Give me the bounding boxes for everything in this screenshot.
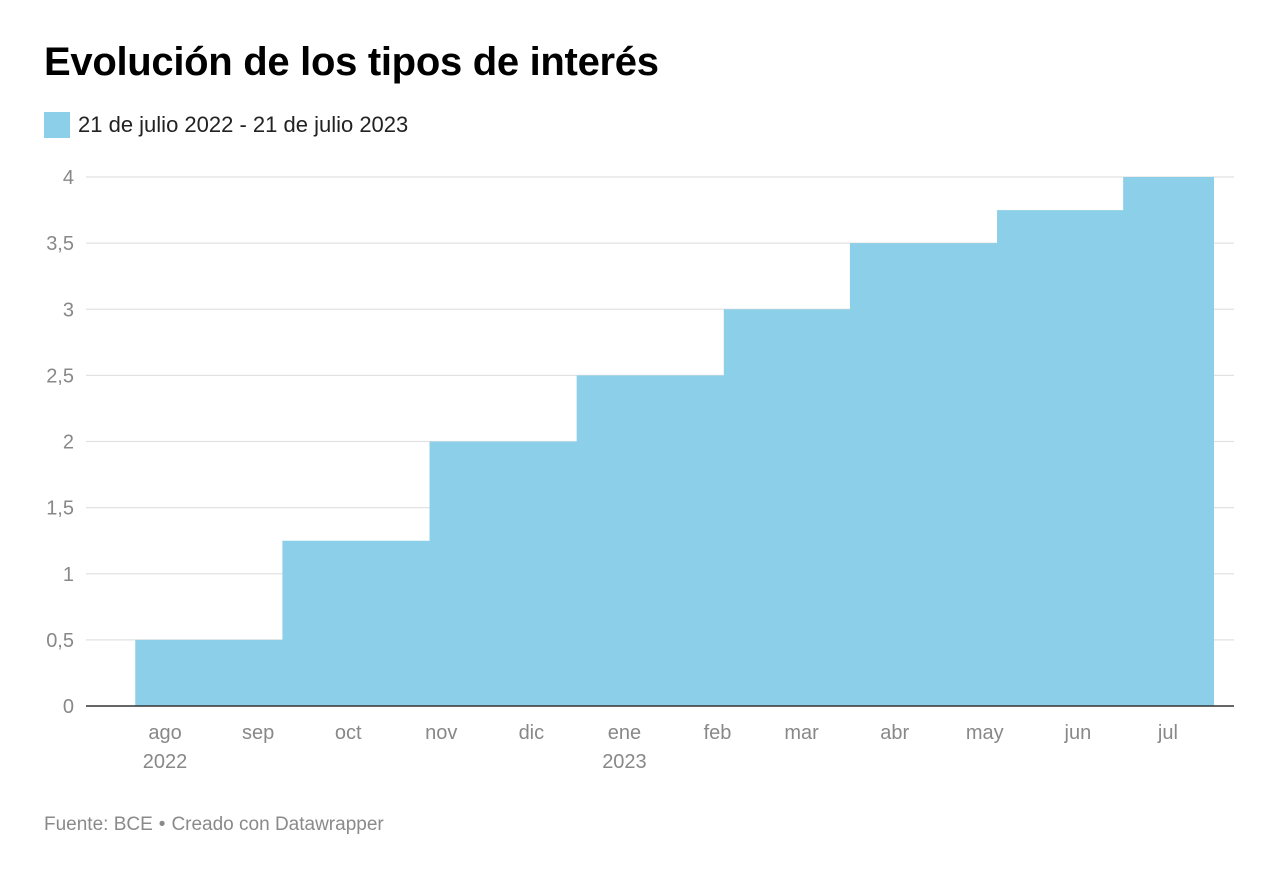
y-tick-label: 0 bbox=[63, 696, 74, 718]
y-tick-label: 2 bbox=[63, 432, 74, 454]
y-tick-label: 1 bbox=[63, 564, 74, 586]
x-tick-label: nov bbox=[425, 722, 457, 744]
x-tick-label: jul bbox=[1157, 722, 1178, 744]
chart-title: Evolución de los tipos de interés bbox=[44, 40, 659, 84]
x-tick-label: may bbox=[966, 722, 1004, 744]
x-tick-year-label: 2023 bbox=[602, 751, 647, 773]
source-text: Fuente: BCE bbox=[44, 814, 153, 835]
legend: 21 de julio 2022 - 21 de julio 2023 bbox=[44, 112, 408, 138]
footer: Fuente: BCE • Creado con Datawrapper bbox=[44, 814, 384, 836]
x-tick-label: sep bbox=[242, 722, 274, 744]
y-tick-label: 0,5 bbox=[46, 630, 74, 652]
x-tick-label: oct bbox=[335, 722, 362, 744]
y-tick-label: 2,5 bbox=[46, 365, 74, 387]
x-tick-year-label: 2022 bbox=[143, 751, 188, 773]
legend-swatch bbox=[44, 112, 70, 138]
x-tick-label: ago bbox=[148, 722, 181, 744]
x-tick-label: abr bbox=[880, 722, 909, 744]
x-tick-label: jun bbox=[1064, 722, 1092, 744]
x-tick-label: dic bbox=[519, 722, 545, 744]
credit-text: Creado con Datawrapper bbox=[171, 814, 384, 835]
x-tick-label: mar bbox=[784, 722, 819, 744]
x-tick-label: ene bbox=[608, 722, 641, 744]
y-tick-label: 3,5 bbox=[46, 233, 74, 255]
x-tick-label: feb bbox=[704, 722, 732, 744]
series-area bbox=[118, 177, 1214, 706]
y-tick-label: 3 bbox=[63, 299, 74, 321]
footer-separator: • bbox=[158, 814, 166, 835]
y-tick-label: 1,5 bbox=[46, 498, 74, 520]
legend-label: 21 de julio 2022 - 21 de julio 2023 bbox=[78, 112, 409, 137]
chart-area: 0 0,5 1 1,5 2 2,5 3 3,5 4 ago 2022 sep oct nov dic ene 2… bbox=[46, 167, 1234, 773]
y-tick-label: 4 bbox=[63, 167, 74, 189]
